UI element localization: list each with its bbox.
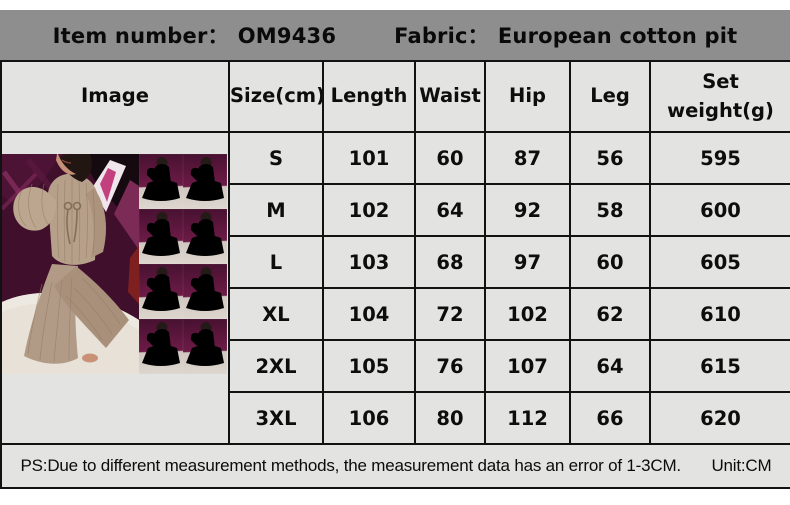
size-cell: L (228, 235, 324, 289)
footnote: PS:Due to different measurement methods,… (0, 443, 790, 489)
hip-cell: 87 (484, 131, 571, 185)
colorway-thumbnail-dark-purple (183, 319, 227, 374)
footnote-row: PS:Due to different measurement methods,… (0, 443, 790, 489)
waist-cell: 60 (414, 131, 486, 185)
item-number: Item number： OM9436 (53, 20, 337, 50)
table-row: 2XL 105 76 107 64 615 (1, 339, 790, 393)
length-cell: 104 (322, 287, 416, 341)
colorway-thumbnail-black (139, 154, 183, 209)
table-row: L 103 68 97 60 605 (1, 235, 790, 289)
hip-cell: 97 (484, 235, 571, 289)
leg-cell: 62 (569, 287, 651, 341)
col-header-waist: Waist (414, 60, 486, 133)
weight-cell: 620 (649, 391, 790, 445)
colorway-thumbnail-pink (183, 264, 227, 319)
col-header-leg: Leg (569, 60, 651, 133)
footnote-text: PS:Due to different measurement methods,… (20, 456, 682, 475)
size-cell: 3XL (228, 391, 324, 445)
length-cell: 102 (322, 183, 416, 237)
col-header-hip: Hip (484, 60, 571, 133)
item-number-value: OM9436 (237, 24, 337, 48)
product-photo (3, 154, 227, 374)
size-chart-infographic: Item number： OM9436 Fabric： European cot… (0, 10, 790, 505)
fabric-value: European cotton pit (497, 24, 738, 48)
hip-cell: 107 (484, 339, 571, 393)
fabric-label: Fabric： (394, 24, 489, 48)
size-cell: S (228, 131, 324, 185)
waist-cell: 64 (414, 183, 486, 237)
length-cell: 105 (322, 339, 416, 393)
length-cell: 103 (322, 235, 416, 289)
weight-cell: 610 (649, 287, 790, 341)
waist-cell: 76 (414, 339, 486, 393)
leg-cell: 58 (569, 183, 651, 237)
waist-cell: 68 (414, 235, 486, 289)
leg-cell: 60 (569, 235, 651, 289)
length-cell: 106 (322, 391, 416, 445)
waist-cell: 72 (414, 287, 486, 341)
table-row: 3XL 106 80 112 66 620 (1, 391, 790, 445)
weight-cell: 600 (649, 183, 790, 237)
banner: Item number： OM9436 Fabric： European cot… (0, 10, 790, 60)
weight-cell: 615 (649, 339, 790, 393)
size-table: Image Size(cm) Length Waist Hip Leg Set … (0, 60, 790, 489)
col-header-size: Size(cm) (228, 60, 324, 133)
length-cell: 101 (322, 131, 416, 185)
leg-cell: 64 (569, 339, 651, 393)
hip-cell: 112 (484, 391, 571, 445)
colorway-thumbnail-light-gray (183, 154, 227, 209)
hip-cell: 102 (484, 287, 571, 341)
colorway-thumbnails (139, 154, 227, 374)
col-header-image: Image (0, 60, 230, 133)
leg-cell: 56 (569, 131, 651, 185)
waist-cell: 80 (414, 391, 486, 445)
size-cell: XL (228, 287, 324, 341)
table-header-row: Image Size(cm) Length Waist Hip Leg Set … (0, 60, 790, 133)
hip-cell: 92 (484, 183, 571, 237)
colorway-thumbnail-khaki (139, 319, 183, 374)
table-row: XL 104 72 102 62 610 (1, 287, 790, 341)
fabric: Fabric： European cotton pit (394, 20, 737, 50)
colorway-thumbnail-rust-orange (139, 264, 183, 319)
size-cell: M (228, 183, 324, 237)
table-row: S 101 60 87 56 595 (0, 131, 790, 445)
product-photo-cell (0, 131, 230, 445)
colorway-thumbnail-burgundy (139, 209, 183, 264)
col-header-weight: Set weight(g) (649, 60, 790, 133)
footnote-unit: Unit:CM (711, 456, 772, 475)
weight-cell: 605 (649, 235, 790, 289)
col-header-length: Length (322, 60, 416, 133)
leg-cell: 66 (569, 391, 651, 445)
model-photo-main (3, 154, 139, 374)
colorway-thumbnail-light-blue (183, 209, 227, 264)
weight-cell: 595 (649, 131, 790, 185)
size-cell: 2XL (228, 339, 324, 393)
item-number-label: Item number： (52, 24, 229, 48)
model-illustration (3, 154, 139, 374)
table-row: M 102 64 92 58 600 (1, 183, 790, 237)
